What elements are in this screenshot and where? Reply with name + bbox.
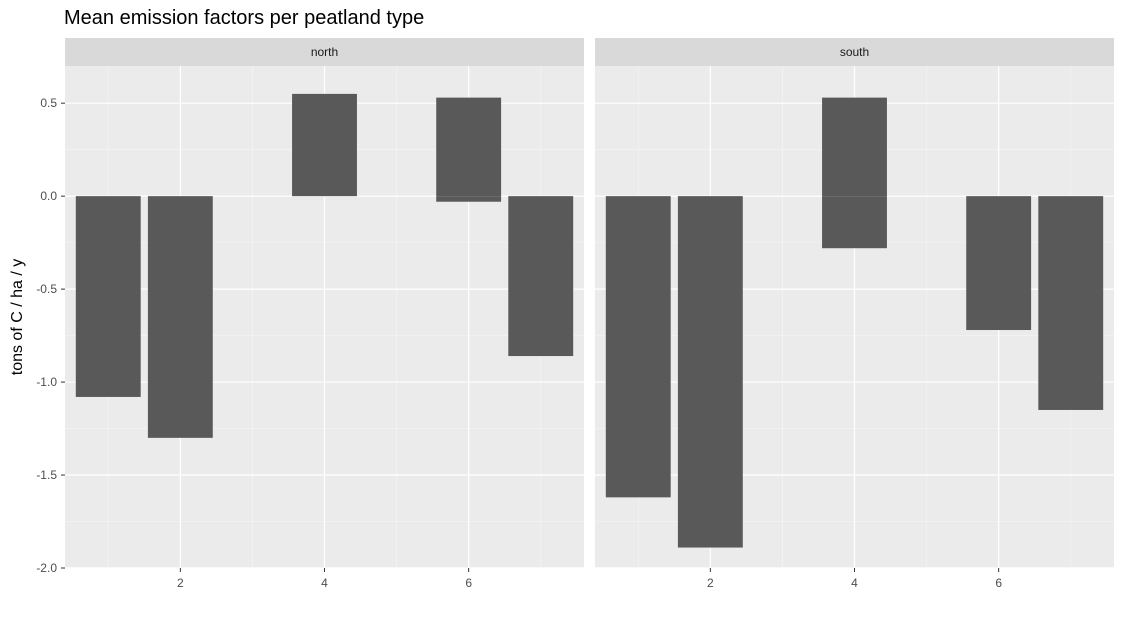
facet-panels: -2.0 -1.5 -1.0 -0.5 0.0 0.5 north 2 4 6 south 2 4 6 [36,38,1114,590]
y-tick-label: -0.5 [36,282,57,296]
y-tick-label: -1.5 [36,468,57,482]
y-tick-label: -1.0 [36,375,57,389]
bar [436,196,502,202]
x-tick-label: 4 [851,576,858,590]
bar [1038,196,1104,410]
facet-strip [595,38,1114,66]
x-tick-label: 2 [707,576,714,590]
bar [822,196,887,249]
bar [75,196,141,397]
y-tick-label: 0.5 [40,96,57,110]
x-tick-label: 4 [321,576,328,590]
bar [508,196,574,357]
x-tick-label: 6 [995,576,1002,590]
y-tick-label: -2.0 [36,561,57,575]
bar [292,93,357,197]
facet-strip-label: south [840,45,869,59]
x-tick-label: 6 [465,576,472,590]
facet-strip-label: north [311,45,338,59]
y-tick-label: 0.0 [40,189,57,203]
bar [147,196,213,438]
y-axis-title: tons of C / ha / y [9,259,26,376]
facet-strip [65,38,584,66]
chart-title: Mean emission factors per peatland type [64,7,424,29]
x-tick-label: 2 [177,576,184,590]
bar [677,196,743,548]
bar [436,97,502,197]
bar [966,196,1032,331]
bar [605,196,671,498]
bar [822,97,887,197]
